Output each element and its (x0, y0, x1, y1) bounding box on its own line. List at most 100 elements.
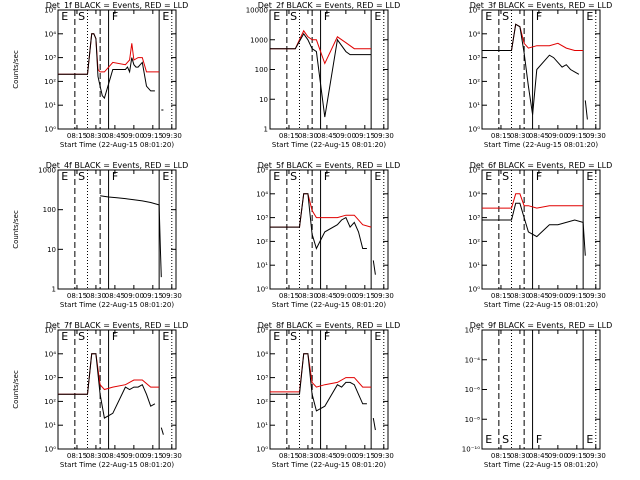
events-series-line (270, 353, 376, 431)
y-tick-label: 10¹ (256, 422, 268, 430)
y-tick-label: 10³ (256, 374, 268, 382)
y-tick-label: 10⁵ (256, 167, 268, 175)
x-axis-label: Start Time (22-Aug-15 08:01:20) (60, 301, 174, 309)
chart-title: Det_9f BLACK = Events, RED = LLD (470, 321, 613, 330)
y-tick-label: 10⁰ (256, 286, 268, 294)
phase-marker-label: F (324, 170, 330, 183)
y-tick-label: 10¹ (468, 102, 480, 110)
x-tick-label: 09:00 (124, 292, 144, 300)
phase-marker-label: E (61, 170, 68, 183)
x-tick-label: 09:00 (548, 452, 568, 460)
y-axis-label: Counts/sec (12, 370, 20, 409)
x-axis-label: Start Time (22-Aug-15 08:01:20) (272, 461, 386, 469)
plot-frame (57, 9, 177, 130)
y-tick-label: 1 (264, 126, 268, 134)
plot-frame (57, 169, 177, 290)
y-tick-label: 10³ (256, 214, 268, 222)
events-series-line (482, 202, 586, 256)
x-tick-label: 08:45 (529, 132, 549, 140)
x-tick-label: 08:15 (279, 452, 299, 460)
events-series-line (482, 23, 588, 120)
phase-marker-label: E (273, 10, 280, 23)
phase-marker-label: S (502, 170, 509, 183)
chart-title: Det_8f BLACK = Events, RED = LLD (258, 321, 401, 330)
y-tick-label: 10³ (468, 54, 480, 62)
x-tick-label: 09:30 (162, 292, 182, 300)
chart-title: Det_3f BLACK = Events, RED = LLD (470, 1, 613, 10)
phase-marker-label: E (61, 10, 68, 23)
y-tick-label: 10⁰ (256, 446, 268, 454)
events-series-line (100, 195, 162, 278)
x-tick-label: 08:45 (529, 452, 549, 460)
y-tick-label: 10² (44, 78, 56, 86)
plot-frame (269, 9, 389, 130)
x-tick-label: 08:15 (491, 292, 511, 300)
x-tick-label: 08:30 (86, 452, 106, 460)
y-tick-label: 10 (259, 96, 268, 104)
x-tick-label: 09:15 (143, 292, 163, 300)
x-tick-label: 09:15 (355, 132, 375, 140)
chart-title: Det_7f BLACK = Events, RED = LLD (46, 321, 189, 330)
phase-marker-label: F (324, 330, 330, 343)
phase-marker-label: E (162, 330, 169, 343)
plot-frame (481, 329, 601, 450)
x-tick-label: 08:15 (491, 452, 511, 460)
y-tick-label: 10⁵ (44, 327, 56, 335)
y-tick-label: 10⁵ (44, 7, 56, 15)
x-axis-label: Start Time (22-Aug-15 08:01:20) (484, 461, 598, 469)
chart-title: Det_1f BLACK = Events, RED = LLD (46, 1, 189, 10)
phase-marker-label: E (162, 10, 169, 23)
phase-marker-label: S (78, 170, 85, 183)
x-tick-label: 08:15 (67, 452, 87, 460)
x-axis-label: Start Time (22-Aug-15 08:01:20) (60, 461, 174, 469)
x-tick-label: 08:45 (317, 452, 337, 460)
x-tick-label: 08:30 (298, 452, 318, 460)
y-tick-label: 1000 (250, 36, 268, 44)
phase-marker-label: E (273, 330, 280, 343)
phase-marker-label: E (586, 433, 593, 446)
x-tick-label: 08:30 (86, 132, 106, 140)
y-tick-label: 100 (255, 66, 268, 74)
phase-marker-label: E (273, 170, 280, 183)
events-series-line (58, 353, 164, 435)
chart-title: Det_4f BLACK = Events, RED = LLD (46, 161, 189, 170)
y-tick-label: 10⁻⁶ (465, 386, 481, 394)
y-tick-label: 10² (256, 398, 268, 406)
y-tick-label: 10² (44, 398, 56, 406)
y-tick-label: 10⁴ (256, 190, 268, 198)
y-tick-label: 10⁰ (44, 126, 56, 134)
x-axis-label: Start Time (22-Aug-15 08:01:20) (272, 141, 386, 149)
plot-frame (57, 329, 177, 450)
x-tick-label: 09:30 (586, 132, 606, 140)
y-tick-label: 10⁻⁴ (465, 356, 481, 364)
phase-marker-label: F (324, 10, 330, 23)
y-tick-label: 1000 (38, 167, 56, 175)
x-tick-label: 08:30 (510, 132, 530, 140)
y-tick-label: 10³ (44, 54, 56, 62)
phase-marker-label: S (78, 330, 85, 343)
x-tick-label: 08:45 (317, 132, 337, 140)
x-tick-label: 09:30 (374, 132, 394, 140)
x-tick-label: 08:45 (105, 132, 125, 140)
x-tick-label: 09:30 (586, 452, 606, 460)
chart-title: Det_2f BLACK = Events, RED = LLD (258, 1, 401, 10)
x-tick-label: 08:15 (67, 292, 87, 300)
x-tick-label: 09:15 (567, 452, 587, 460)
phase-marker-label: S (290, 330, 297, 343)
phase-marker-label: S (290, 170, 297, 183)
y-tick-label: 10¹ (256, 262, 268, 270)
x-tick-label: 09:30 (374, 452, 394, 460)
x-tick-label: 09:30 (374, 292, 394, 300)
phase-marker-label: E (485, 170, 492, 183)
x-tick-label: 08:30 (510, 452, 530, 460)
events-series-line (270, 193, 376, 275)
y-tick-label: 10⁵ (468, 7, 480, 15)
x-tick-label: 09:00 (548, 292, 568, 300)
chart-title: Det_5f BLACK = Events, RED = LLD (258, 161, 401, 170)
phase-marker-label: F (536, 10, 542, 23)
x-tick-label: 08:15 (491, 132, 511, 140)
